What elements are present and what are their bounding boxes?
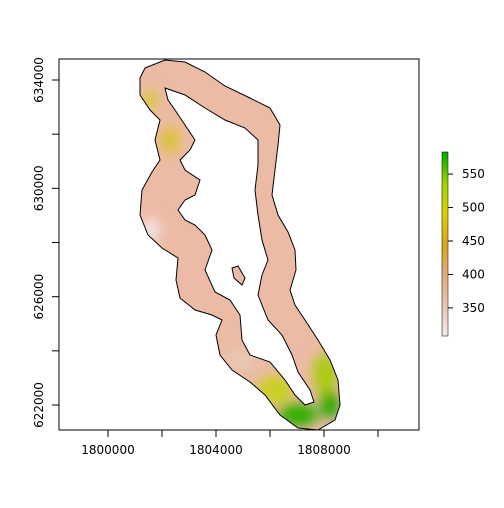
colorbar-label: 550 (462, 167, 485, 181)
island (231, 265, 246, 286)
colorbar (441, 151, 449, 337)
y-tick-label: 634000 (32, 57, 46, 103)
y-tick-label: 626000 (32, 274, 46, 320)
colorbar-label: 450 (462, 234, 485, 248)
colorbar-label: 350 (462, 301, 485, 315)
lake (164, 87, 315, 406)
x-tick-label: 1804000 (189, 443, 242, 457)
y-tick-label: 622000 (32, 382, 46, 428)
colorbar-label: 400 (462, 267, 485, 281)
y-tick-label: 630000 (32, 165, 46, 211)
x-tick-label: 1800000 (81, 443, 134, 457)
colorbar-label: 500 (462, 201, 485, 215)
x-tick-label: 1808000 (297, 443, 350, 457)
plot-frame (58, 58, 420, 431)
